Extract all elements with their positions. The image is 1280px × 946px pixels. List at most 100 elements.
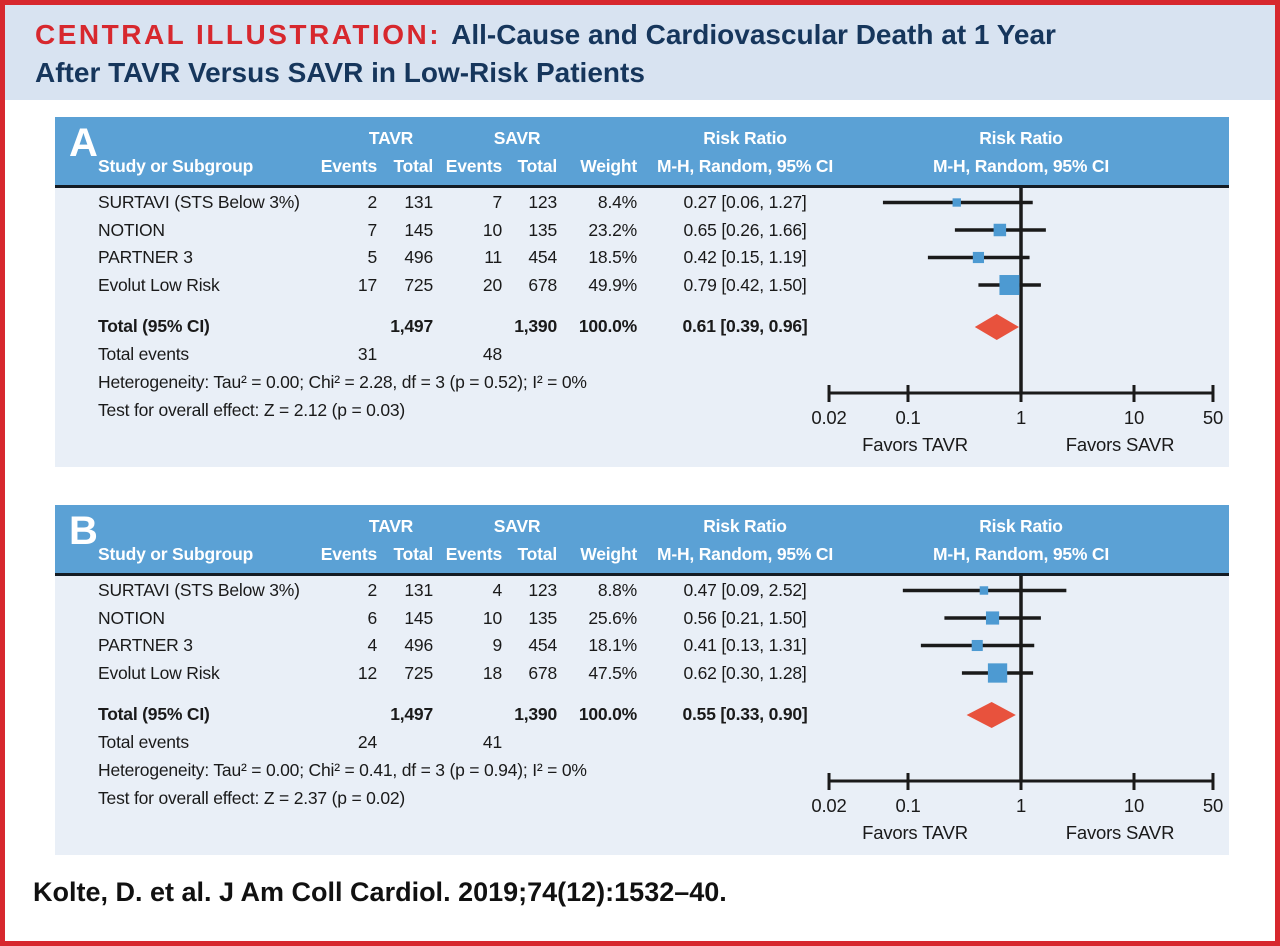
tavr-total: 145 bbox=[404, 607, 433, 628]
savr-total: 678 bbox=[528, 662, 557, 683]
col-header-method-plot: M-H, Random, 95% CI bbox=[932, 544, 1110, 564]
overall-effect-stats: Test for overall effect: Z = 2.37 (p = 0… bbox=[98, 788, 406, 808]
tavr-total: 496 bbox=[404, 635, 433, 655]
point-estimate-marker bbox=[952, 198, 961, 207]
total-events-label: Total events bbox=[98, 344, 189, 364]
point-estimate-marker bbox=[999, 275, 1020, 295]
axis-tick-label: 50 bbox=[1202, 795, 1224, 816]
total-savr-n: 1,390 bbox=[514, 316, 557, 336]
summary-diamond bbox=[966, 702, 1016, 728]
summary-diamond bbox=[974, 314, 1019, 340]
study-name: NOTION bbox=[98, 607, 165, 628]
tavr-total: 131 bbox=[404, 192, 433, 212]
savr-events: 10 bbox=[482, 607, 502, 628]
col-header-risk-ratio: Risk Ratio bbox=[703, 516, 787, 536]
tavr-events: 12 bbox=[357, 662, 377, 683]
study-weight: 8.4% bbox=[597, 192, 637, 212]
heterogeneity-stats: Heterogeneity: Tau² = 0.00; Chi² = 0.41,… bbox=[98, 760, 587, 780]
col-header-savr-events: Events bbox=[445, 156, 502, 176]
tavr-events: 2 bbox=[367, 192, 377, 212]
axis-tick-label: 10 bbox=[1123, 407, 1145, 428]
total-events-savr: 41 bbox=[482, 732, 502, 752]
col-header-savr-group: SAVR bbox=[493, 128, 541, 148]
header-divider-rule bbox=[55, 185, 1229, 188]
savr-events: 11 bbox=[484, 247, 502, 267]
study-weight: 23.2% bbox=[588, 219, 637, 240]
risk-ratio-value: 0.47 [0.09, 2.52] bbox=[683, 580, 807, 600]
col-header-weight: Weight bbox=[580, 544, 637, 564]
figure-title-line1: CENTRAL ILLUSTRATION: All-Cause and Cardi… bbox=[35, 16, 1275, 54]
total-weight: 100.0% bbox=[578, 704, 637, 724]
savr-events: 7 bbox=[492, 192, 502, 212]
savr-total: 135 bbox=[528, 607, 557, 628]
axis-tick-label: 10 bbox=[1123, 795, 1145, 816]
savr-total: 454 bbox=[528, 247, 557, 267]
study-weight: 18.5% bbox=[588, 247, 637, 267]
savr-total: 123 bbox=[528, 192, 557, 212]
col-header-method: M-H, Random, 95% CI bbox=[656, 156, 834, 176]
tavr-events: 4 bbox=[367, 635, 377, 655]
col-header-study: Study or Subgroup bbox=[98, 156, 254, 176]
figure-title-part1: All-Cause and Cardiovascular Death at 1 … bbox=[451, 19, 1056, 50]
col-header-weight: Weight bbox=[580, 156, 637, 176]
total-weight: 100.0% bbox=[578, 316, 637, 336]
total-risk-ratio: 0.55 [0.33, 0.90] bbox=[682, 704, 808, 724]
tavr-events: 7 bbox=[367, 219, 377, 240]
overall-effect-stats: Test for overall effect: Z = 2.12 (p = 0… bbox=[98, 400, 406, 420]
risk-ratio-value: 0.65 [0.26, 1.66] bbox=[683, 219, 807, 240]
study-name: SURTAVI (STS Below 3%) bbox=[98, 192, 300, 212]
forest-plot-a bbox=[827, 188, 1215, 402]
tavr-events: 17 bbox=[357, 274, 377, 295]
total-events-label: Total events bbox=[98, 732, 189, 752]
savr-total: 123 bbox=[528, 580, 557, 600]
col-header-risk-ratio: Risk Ratio bbox=[703, 128, 787, 148]
col-header-risk-ratio-plot: Risk Ratio bbox=[979, 128, 1063, 148]
panel-header-band bbox=[55, 117, 1229, 185]
panel-label: B bbox=[69, 509, 98, 553]
risk-ratio-value: 0.56 [0.21, 1.50] bbox=[683, 607, 807, 628]
tavr-total: 496 bbox=[404, 247, 433, 267]
figure-title-line2: After TAVR Versus SAVR in Low-Risk Patie… bbox=[35, 57, 645, 88]
savr-total: 454 bbox=[528, 635, 557, 655]
savr-events: 20 bbox=[482, 274, 502, 295]
tavr-total: 131 bbox=[404, 580, 433, 600]
study-name: PARTNER 3 bbox=[98, 247, 193, 267]
savr-events: 10 bbox=[482, 219, 502, 240]
study-name: SURTAVI (STS Below 3%) bbox=[98, 580, 300, 600]
col-header-savr-total: Total bbox=[517, 544, 557, 564]
favors-left-label: Favors TAVR bbox=[862, 434, 968, 455]
study-weight: 18.1% bbox=[588, 635, 637, 655]
tavr-total: 145 bbox=[404, 219, 433, 240]
study-name: Evolut Low Risk bbox=[98, 662, 220, 683]
favors-right-label: Favors SAVR bbox=[1065, 822, 1175, 843]
tavr-total: 725 bbox=[404, 274, 433, 295]
heterogeneity-stats: Heterogeneity: Tau² = 0.00; Chi² = 2.28,… bbox=[98, 372, 587, 392]
risk-ratio-value: 0.41 [0.13, 1.31] bbox=[683, 635, 807, 655]
total-label: Total (95% CI) bbox=[98, 316, 210, 336]
point-estimate-marker bbox=[971, 639, 983, 652]
forest-plot-b bbox=[827, 576, 1215, 790]
col-header-method-plot: M-H, Random, 95% CI bbox=[932, 156, 1110, 176]
point-estimate-marker bbox=[979, 586, 989, 595]
col-header-tavr-group: TAVR bbox=[368, 516, 414, 536]
axis-tick-label: 0.02 bbox=[811, 407, 847, 428]
study-name: NOTION bbox=[98, 219, 165, 240]
tavr-events: 5 bbox=[367, 247, 377, 267]
axis-tick-label: 0.1 bbox=[895, 795, 921, 816]
tavr-events: 6 bbox=[367, 607, 377, 628]
savr-total: 135 bbox=[528, 219, 557, 240]
col-header-savr-group: SAVR bbox=[493, 516, 541, 536]
tavr-total: 725 bbox=[404, 662, 433, 683]
col-header-study: Study or Subgroup bbox=[98, 544, 254, 564]
point-estimate-marker bbox=[985, 611, 1000, 625]
study-weight: 47.5% bbox=[588, 662, 637, 683]
col-header-tavr-events: Events bbox=[320, 544, 377, 564]
point-estimate-marker bbox=[972, 251, 985, 264]
favors-left-label: Favors TAVR bbox=[862, 822, 968, 843]
risk-ratio-value: 0.27 [0.06, 1.27] bbox=[683, 192, 807, 212]
col-header-method: M-H, Random, 95% CI bbox=[656, 544, 834, 564]
total-tavr-n: 1,497 bbox=[390, 316, 433, 336]
total-tavr-n: 1,497 bbox=[390, 704, 433, 724]
total-label: Total (95% CI) bbox=[98, 704, 210, 724]
